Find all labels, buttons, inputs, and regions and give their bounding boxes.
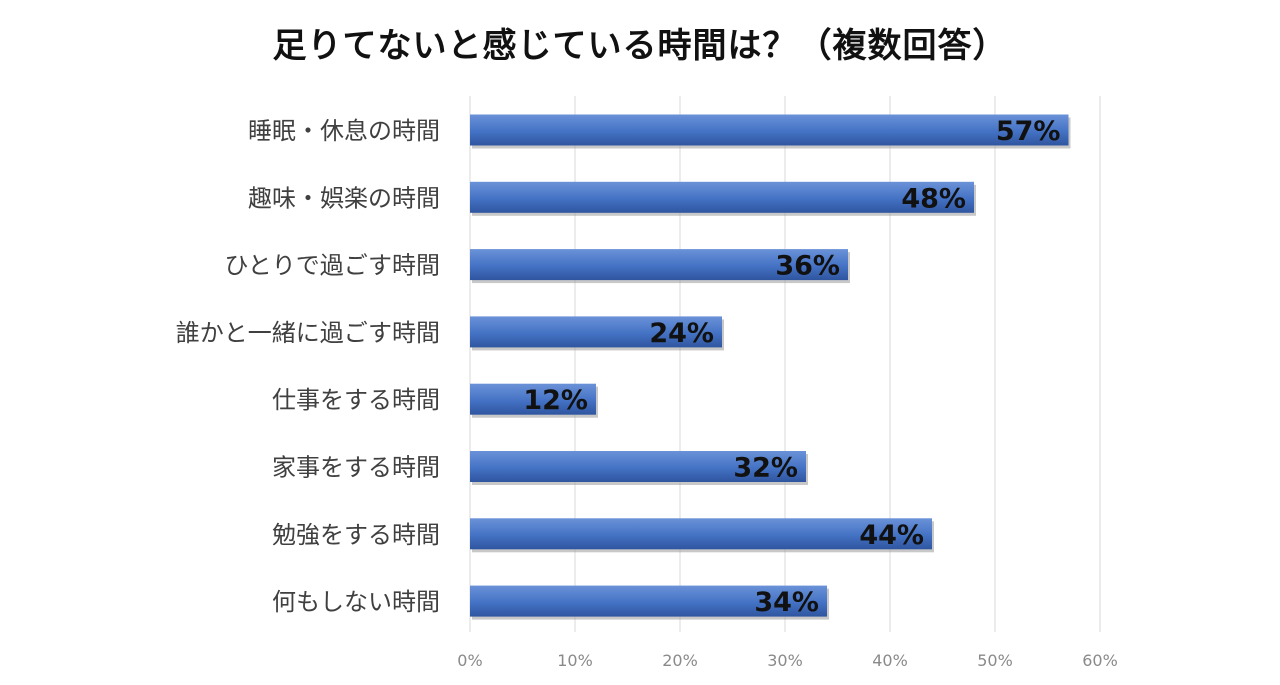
category-label: 睡眠・休息の時間 [248, 117, 440, 145]
data-label: 32% [733, 453, 798, 484]
bar [470, 114, 1069, 146]
data-label: 12% [523, 385, 588, 416]
data-label: 48% [901, 183, 966, 214]
bar [470, 585, 827, 617]
category-label: 仕事をする時間 [272, 386, 440, 414]
x-tick-label: 40% [872, 651, 908, 670]
bar [470, 249, 848, 281]
bar [470, 451, 806, 482]
bar [470, 383, 596, 415]
bar [470, 518, 932, 550]
x-tick-label: 0% [457, 651, 482, 670]
category-label: 誰かと一緒に過ごす時間 [176, 319, 440, 347]
x-tick-label: 50% [977, 651, 1013, 670]
x-tick-labels: 0% 10% 20% 30% 40% 50% 60% [457, 651, 1117, 670]
bar [470, 181, 974, 213]
data-label: 44% [859, 520, 924, 551]
x-tick-label: 30% [767, 651, 803, 670]
bar [470, 316, 722, 348]
data-labels: 57% 48% 36% 24% 12% 32% 44% 34% [523, 116, 1060, 618]
data-label: 34% [754, 587, 819, 618]
bars [470, 114, 1071, 620]
category-label: 趣味・娯楽の時間 [248, 184, 440, 212]
x-tick-label: 20% [662, 651, 698, 670]
data-label: 24% [649, 318, 714, 349]
category-labels: 睡眠・休息の時間趣味・娯楽の時間ひとりで過ごす時間誰かと一緒に過ごす時間仕事をす… [176, 117, 440, 616]
x-tick-label: 10% [557, 651, 593, 670]
data-label: 57% [996, 116, 1061, 147]
x-tick-label: 60% [1082, 651, 1118, 670]
chart-title: 足りてないと感じている時間は？（複数回答） [272, 26, 1008, 66]
category-label: 家事をする時間 [272, 454, 440, 482]
data-label: 36% [775, 251, 840, 282]
category-label: ひとりで過ごす時間 [224, 252, 440, 280]
category-label: 何もしない時間 [272, 588, 440, 616]
category-label: 勉強をする時間 [272, 521, 440, 549]
